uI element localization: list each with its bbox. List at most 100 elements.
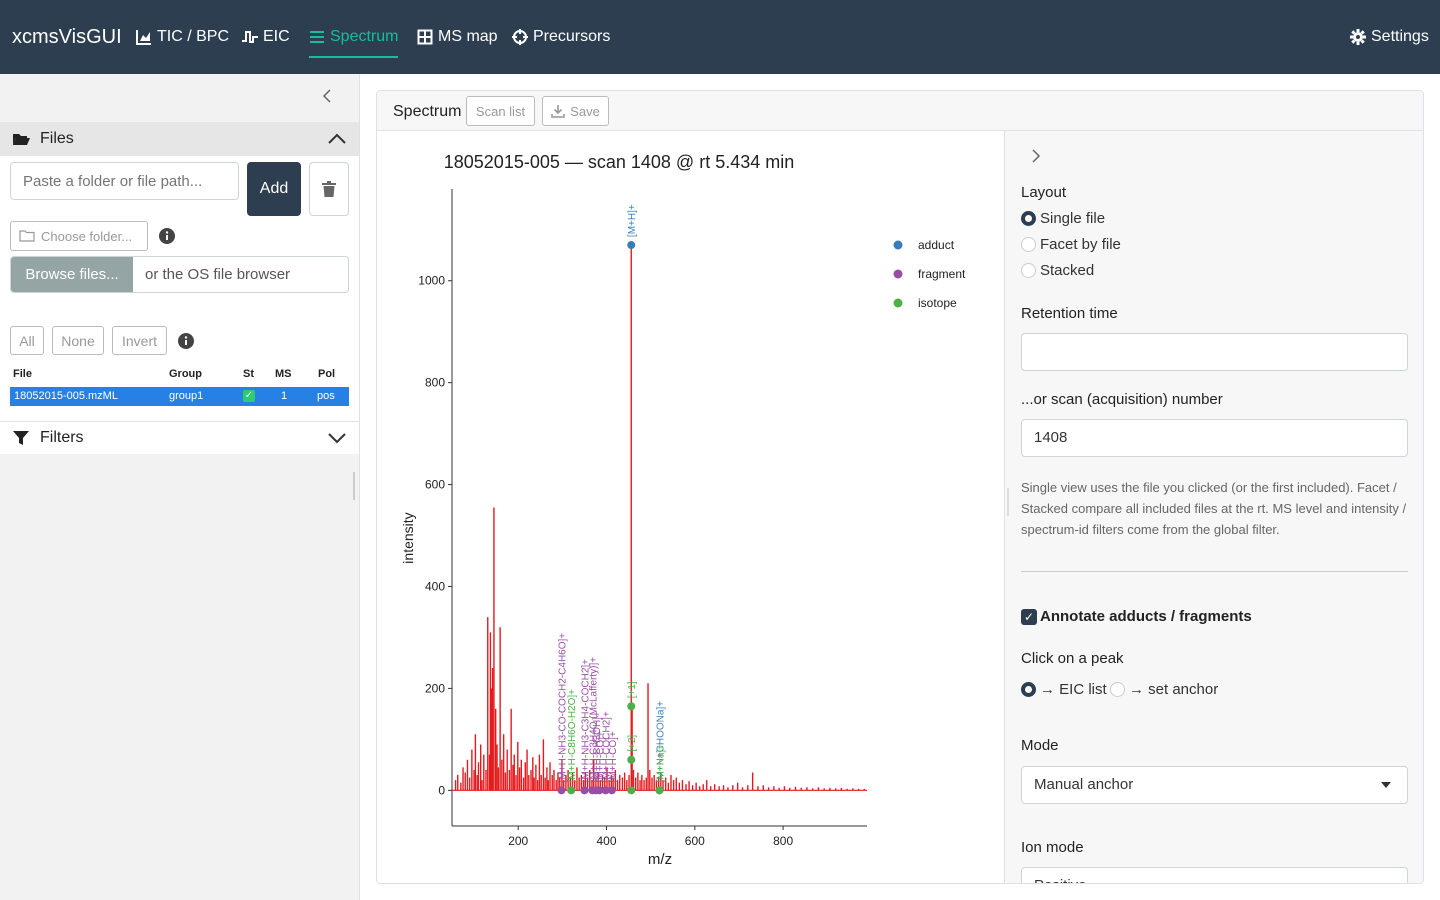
isotope-marker[interactable] xyxy=(655,786,664,795)
caret-down-icon xyxy=(1381,782,1391,788)
settings-label: Settings xyxy=(1371,28,1429,45)
grid-icon xyxy=(417,29,433,45)
col-header-ms: MS xyxy=(275,368,292,380)
info-icon[interactable] xyxy=(178,333,194,349)
col-header-pol: Pol xyxy=(318,368,336,380)
isotope-marker[interactable] xyxy=(627,702,636,711)
mode-select[interactable]: Manual anchor xyxy=(1021,766,1408,804)
collapse-sidebar-icon[interactable] xyxy=(320,88,336,104)
layout-help-text: Single view uses the file you clicked (o… xyxy=(1021,480,1407,537)
click-radio-eic[interactable] xyxy=(1021,682,1036,697)
layout-option-facet: Facet by file xyxy=(1040,236,1121,253)
scan-number-label: ...or scan (acquisition) number xyxy=(1021,391,1223,408)
isotope-marker[interactable] xyxy=(627,786,636,795)
status-check: ✓ xyxy=(243,390,255,402)
save-button[interactable]: Save xyxy=(542,96,609,126)
annotation-label: [M+H-CO]+ xyxy=(608,731,619,782)
cell-pol: pos xyxy=(317,390,335,402)
save-label: Save xyxy=(570,103,600,119)
col-header-file: File xyxy=(13,368,32,380)
info-icon[interactable] xyxy=(159,228,175,244)
tab-label: Precursors xyxy=(533,28,611,45)
annotation-label: [+1] xyxy=(627,681,638,698)
click-option-anchor: → set anchor xyxy=(1129,681,1219,698)
legend-label-isotope: isotope xyxy=(918,296,957,310)
app-brand[interactable]: xcmsVisGUI xyxy=(12,26,122,48)
card-header: Spectrum Scan list Save xyxy=(377,91,1423,131)
table-row[interactable]: 18052015-005.mzML group1 ✓ 1 pos xyxy=(10,387,349,406)
filters-section-header[interactable]: Filters xyxy=(0,421,359,454)
delete-button[interactable] xyxy=(309,162,349,216)
tab-label: TIC / BPC xyxy=(157,28,230,45)
click-radio-anchor[interactable] xyxy=(1110,682,1125,697)
y-tick-label: 800 xyxy=(425,376,445,390)
folder-icon xyxy=(19,230,35,242)
legend-label-adduct: adduct xyxy=(918,238,955,252)
waveform-icon xyxy=(242,31,258,43)
spectrum-chart[interactable]: 18052015-005 — scan 1408 @ rt 5.434 min … xyxy=(377,131,1004,884)
annotate-label: Annotate adducts / fragments xyxy=(1040,608,1252,625)
fragment-marker[interactable] xyxy=(580,786,589,795)
rt-input[interactable] xyxy=(1021,333,1408,371)
layout-radio-single[interactable] xyxy=(1021,211,1036,226)
annotation-label: [M+H]+ xyxy=(627,204,638,237)
add-button[interactable]: Add xyxy=(247,162,301,216)
filters-section-title: Filters xyxy=(40,429,84,446)
tab-label: EIC xyxy=(263,28,290,45)
sidebar-resize-handle[interactable] xyxy=(353,472,355,500)
divider xyxy=(1021,571,1408,572)
collapse-panel-icon[interactable] xyxy=(1030,148,1042,164)
tab-eic[interactable]: EIC xyxy=(242,26,290,48)
y-tick-label: 400 xyxy=(425,579,445,593)
fragment-marker[interactable] xyxy=(595,786,604,795)
trash-icon xyxy=(322,181,336,197)
annotation-label: [M+H-C8H6O-H2O]+ xyxy=(567,689,578,783)
tab-precursors[interactable]: Precursors xyxy=(512,26,610,48)
layout-option-single: Single file xyxy=(1040,210,1106,227)
settings-link[interactable]: Settings xyxy=(1350,26,1429,48)
tab-tic-bpc[interactable]: TIC / BPC xyxy=(136,26,229,48)
folder-open-icon xyxy=(13,134,30,145)
annotate-checkbox[interactable]: ✓ xyxy=(1021,609,1037,625)
spectrum-card: Spectrum Scan list Save 18052015-005 — s… xyxy=(376,90,1424,884)
path-input[interactable] xyxy=(10,162,239,200)
x-tick-label: 200 xyxy=(508,834,528,848)
select-none-button[interactable]: None xyxy=(52,326,104,355)
layout-radio-facet[interactable] xyxy=(1021,237,1036,252)
annotation-label: [M+Na]+ xyxy=(656,744,667,783)
tab-ms-map[interactable]: MS map xyxy=(417,26,498,48)
scan-number-input[interactable]: 1408 xyxy=(1021,419,1408,457)
browse-files-button[interactable]: Browse files... xyxy=(11,257,133,292)
fragment-marker[interactable] xyxy=(557,786,566,795)
gear-icon xyxy=(1350,29,1366,45)
isotope-marker[interactable] xyxy=(567,786,576,795)
file-browser-input: Browse files... or the OS file browser xyxy=(10,256,349,293)
scan-list-button[interactable]: Scan list xyxy=(466,96,535,126)
x-tick-label: 400 xyxy=(597,834,617,848)
ion-mode-select[interactable]: Positive xyxy=(1021,867,1408,883)
chevron-down-icon xyxy=(328,433,346,444)
fragment-marker[interactable] xyxy=(607,786,616,795)
cell-file: 18052015-005.mzML xyxy=(14,390,118,402)
layout-radio-stacked[interactable] xyxy=(1021,263,1036,278)
layout-option-stacked: Stacked xyxy=(1040,262,1095,279)
y-tick-label: 200 xyxy=(425,681,445,695)
chevron-up-icon xyxy=(328,133,346,144)
isotope-marker[interactable] xyxy=(627,755,636,764)
fragment-marker[interactable] xyxy=(601,786,610,795)
select-all-button[interactable]: All xyxy=(10,326,44,355)
choose-folder-button[interactable]: Choose folder... xyxy=(10,221,148,251)
filter-icon xyxy=(13,431,29,445)
spectrum-plot[interactable]: 18052015-005 — scan 1408 @ rt 5.434 min … xyxy=(377,131,1004,884)
files-section-header[interactable]: Files xyxy=(0,122,359,156)
browse-hint: or the OS file browser xyxy=(145,266,291,283)
adduct-marker[interactable] xyxy=(627,241,636,250)
download-icon xyxy=(551,105,565,118)
legend-marker-fragment xyxy=(893,269,903,279)
tab-spectrum[interactable]: Spectrum xyxy=(309,26,399,58)
crosshair-icon xyxy=(512,29,528,45)
card-title: Spectrum xyxy=(393,103,462,120)
panel-resize-handle[interactable] xyxy=(1007,488,1009,516)
rt-label: Retention time xyxy=(1021,305,1118,322)
select-invert-button[interactable]: Invert xyxy=(112,326,167,355)
